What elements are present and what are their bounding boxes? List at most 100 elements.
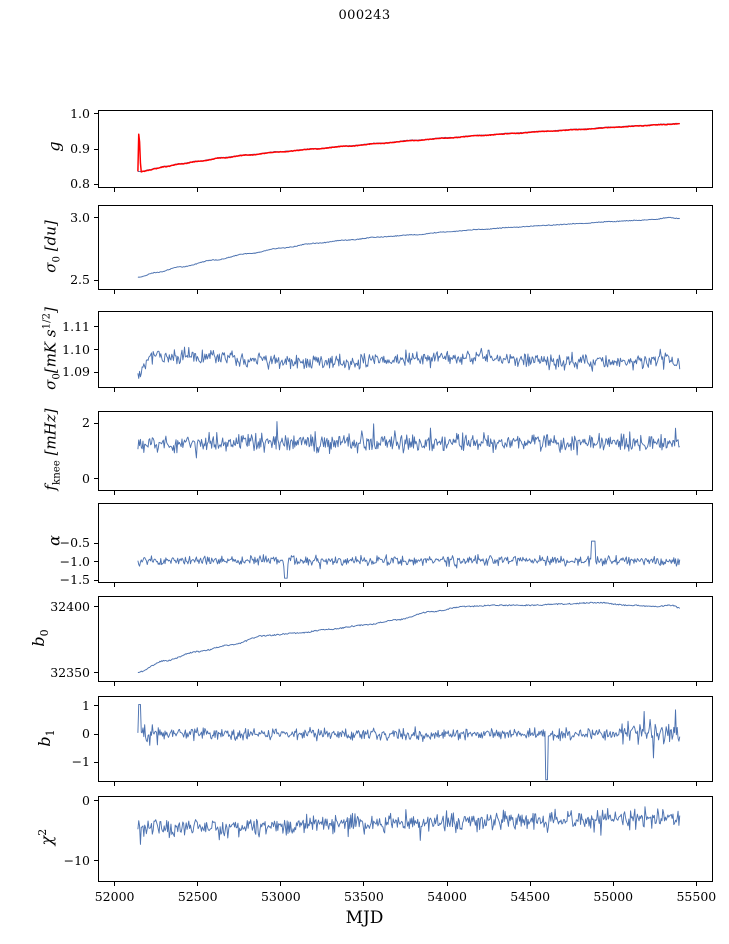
- y-tick-mark-gain-2: [94, 113, 98, 115]
- x-tick-mark-4-6: [612, 583, 614, 587]
- plot-area-fknee: [137, 421, 680, 459]
- x-tick-mark-3-3: [363, 491, 365, 495]
- x-tick-mark-5-3: [363, 682, 365, 686]
- plot-area-sigma0_du: [137, 216, 680, 278]
- plot-area-alpha: [137, 540, 681, 579]
- y-tick-mark-gain-1: [94, 148, 98, 150]
- y-tick-label-alpha-1: −1.0: [59, 553, 90, 569]
- x-tick-mark-6-4: [446, 782, 448, 786]
- y-tick-mark-b1-1: [94, 733, 98, 735]
- y-tick-mark-b1-0: [94, 761, 98, 763]
- x-tick-mark-7-4: [446, 882, 448, 886]
- x-tick-mark-7-2: [280, 882, 282, 886]
- y-axis-label-fknee: fknee [mHz]: [41, 408, 63, 491]
- plot-area-gain: [137, 122, 680, 173]
- y-tick-mark-chi2-0: [94, 860, 98, 862]
- y-tick-label-alpha-0: −1.5: [59, 572, 90, 588]
- x-tick-mark-7-7: [695, 882, 697, 886]
- x-axis-label: MJD: [345, 908, 384, 928]
- panel-frame-sigma0_du: [98, 205, 713, 290]
- x-tick-mark-2-0: [114, 388, 116, 392]
- x-tick-label-6: 55000: [593, 889, 634, 904]
- panel-fknee: [98, 411, 713, 491]
- x-tick-mark-6-2: [280, 782, 282, 786]
- y-tick-mark-alpha-1: [94, 561, 98, 563]
- series-b1: [137, 703, 681, 781]
- y-tick-mark-fknee-0: [94, 478, 98, 480]
- x-tick-mark-7-0: [114, 882, 116, 886]
- x-tick-mark-1-2: [280, 290, 282, 294]
- y-tick-mark-sigma0_mks-1: [94, 349, 98, 351]
- panel-frame-alpha: [98, 503, 713, 583]
- figure-title: 000243: [338, 8, 391, 23]
- y-tick-label-sigma0_mks-0: 1.09: [62, 364, 90, 380]
- x-tick-mark-4-2: [280, 583, 282, 587]
- series-sigma0_mks: [137, 346, 681, 379]
- x-tick-mark-7-5: [529, 882, 531, 886]
- x-tick-mark-7-6: [612, 882, 614, 886]
- y-tick-label-alpha-2: −0.5: [59, 535, 90, 550]
- y-tick-mark-b0-0: [94, 672, 98, 674]
- x-tick-label-1: 52500: [177, 889, 218, 904]
- x-tick-mark-4-0: [114, 583, 116, 587]
- x-tick-mark-1-3: [363, 290, 365, 294]
- y-axis-label-gain: g: [44, 141, 64, 152]
- y-axis-label-sigma0_du: σ0 [du]: [41, 219, 63, 273]
- y-tick-mark-sigma0_du-0: [94, 279, 98, 281]
- plot-area-b0: [137, 601, 681, 673]
- x-tick-mark-6-5: [529, 782, 531, 786]
- x-tick-mark-7-3: [363, 882, 365, 886]
- x-tick-mark-2-4: [446, 388, 448, 392]
- y-tick-mark-chi2-1: [94, 800, 98, 802]
- x-tick-label-7: 55500: [676, 889, 717, 904]
- y-tick-label-gain-0: 0.8: [70, 176, 90, 192]
- x-tick-mark-2-1: [197, 388, 199, 392]
- series-chi2: [137, 806, 681, 845]
- x-tick-label-0: 52000: [94, 889, 135, 904]
- x-tick-mark-3-4: [446, 491, 448, 495]
- x-tick-mark-3-6: [612, 491, 614, 495]
- x-tick-mark-0-1: [197, 188, 199, 192]
- y-tick-label-chi2-0: −10: [63, 852, 90, 868]
- x-tick-mark-6-0: [114, 782, 116, 786]
- x-tick-mark-4-7: [695, 583, 697, 587]
- panel-chi2: [98, 796, 713, 882]
- y-axis-label-b0: b0: [28, 629, 52, 647]
- x-tick-mark-0-6: [612, 188, 614, 192]
- x-tick-mark-1-5: [529, 290, 531, 294]
- x-tick-mark-2-3: [363, 388, 365, 392]
- panel-b0: [98, 596, 713, 682]
- x-tick-mark-0-3: [363, 188, 365, 192]
- panel-b1: [98, 696, 713, 782]
- y-axis-label-chi2: χ2: [35, 828, 57, 846]
- series-alpha: [137, 540, 681, 579]
- panel-sigma0_mks: [98, 311, 713, 388]
- x-tick-mark-2-5: [529, 388, 531, 392]
- x-tick-mark-4-3: [363, 583, 365, 587]
- panel-sigma0_du: [98, 205, 713, 290]
- x-tick-mark-6-6: [612, 782, 614, 786]
- y-tick-label-b0-0: 32350: [50, 664, 90, 680]
- x-tick-mark-3-1: [197, 491, 199, 495]
- y-tick-label-fknee-1: 2: [82, 415, 90, 431]
- x-tick-mark-0-7: [695, 188, 697, 192]
- y-tick-label-fknee-0: 0: [82, 470, 90, 486]
- x-tick-label-3: 53500: [344, 889, 384, 904]
- plot-area-sigma0_mks: [137, 346, 681, 379]
- series-sigma0_du: [137, 216, 680, 278]
- x-tick-mark-5-4: [446, 682, 448, 686]
- y-tick-label-sigma0_mks-2: 1.11: [62, 318, 90, 334]
- y-axis-label-sigma0_mks: σ0[mK s1/2]: [41, 306, 63, 390]
- plot-area-b1: [137, 703, 681, 781]
- x-tick-mark-3-2: [280, 491, 282, 495]
- x-tick-mark-1-1: [197, 290, 199, 294]
- panel-alpha: [98, 503, 713, 583]
- y-tick-label-gain-1: 0.9: [70, 141, 90, 156]
- x-tick-mark-5-7: [695, 682, 697, 686]
- y-tick-mark-gain-0: [94, 183, 98, 185]
- series-b0: [137, 601, 681, 673]
- y-tick-mark-sigma0_du-1: [94, 217, 98, 219]
- x-tick-mark-5-0: [114, 682, 116, 686]
- panel-frame-b0: [98, 596, 713, 682]
